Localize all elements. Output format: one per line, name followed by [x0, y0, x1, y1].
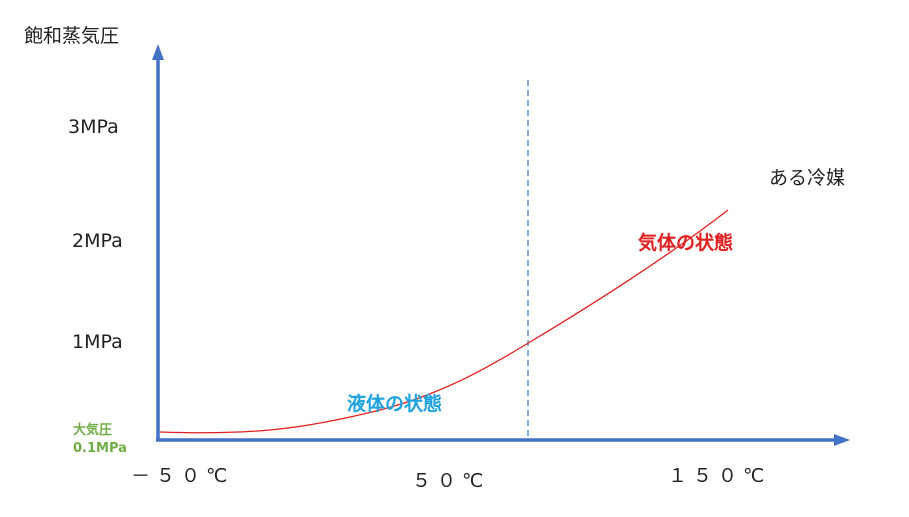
gas-state-label: 気体の状態 [638, 232, 734, 254]
y-axis-label: 飽和蒸気圧 [24, 25, 120, 47]
x-axis-arrowhead [834, 434, 850, 446]
saturation-curve [159, 209, 729, 434]
atmospheric-pressure-label: 大気圧 [73, 423, 113, 438]
y-axis-arrowhead [152, 44, 164, 60]
refrigerant-label: ある冷媒 [769, 167, 846, 189]
y-tick-label: 2MPa [72, 230, 123, 252]
x-tick-label: －５０℃ [131, 465, 234, 487]
x-tick-label: ５０℃ [412, 470, 490, 492]
y-tick-label: 3MPa [68, 116, 119, 138]
y-tick-label: 1MPa [72, 331, 123, 353]
atmospheric-pressure-value: 0.1MPa [73, 441, 127, 456]
x-tick-label: １５０℃ [668, 465, 771, 487]
liquid-state-label: 液体の状態 [347, 393, 443, 415]
